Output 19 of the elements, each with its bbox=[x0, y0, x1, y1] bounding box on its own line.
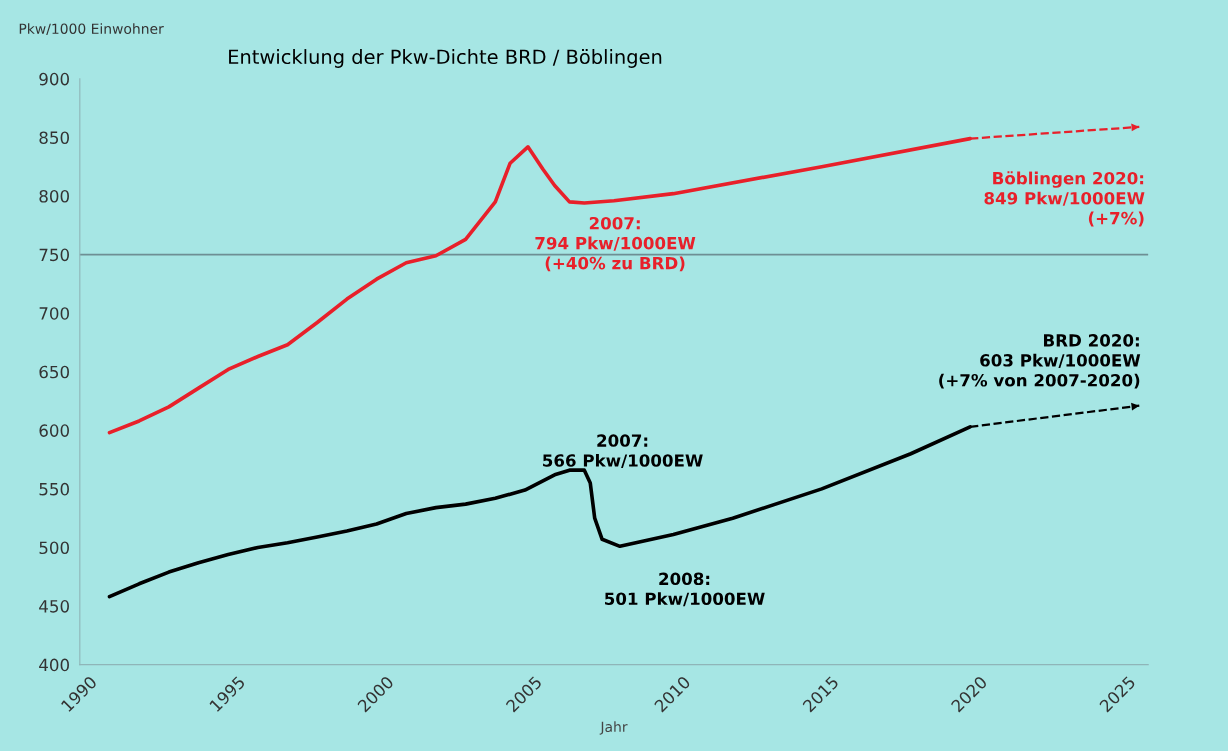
annotation: Böblingen 2020: 849 Pkw/1000EW (+7%) bbox=[984, 171, 1145, 227]
annotation: 2008: 501 Pkw/1000EW bbox=[605, 572, 765, 607]
y-tick-label: 700 bbox=[39, 307, 69, 320]
annotation: BRD 2020: 603 Pkw/1000EW (+7% von 2007-2020) bbox=[939, 334, 1141, 389]
x-axis-title: Jahr bbox=[599, 721, 628, 735]
y-tick-label: 450 bbox=[39, 600, 69, 613]
y-axis-title: Pkw/1000 Einwohner bbox=[19, 23, 164, 36]
y-tick-label: 850 bbox=[39, 131, 69, 144]
y-tick-label: 500 bbox=[39, 541, 69, 555]
y-tick-label: 800 bbox=[39, 189, 69, 203]
annotation: 2007: 794 Pkw/1000EW (+40% zu BRD) bbox=[535, 216, 696, 272]
y-tick-label: 900 bbox=[39, 72, 69, 86]
y-tick-label: 600 bbox=[39, 424, 69, 437]
y-tick-label: 650 bbox=[39, 365, 69, 379]
y-tick-label: 550 bbox=[39, 482, 69, 496]
y-tick-label: 750 bbox=[39, 248, 69, 262]
chart-title: Entwicklung der Pkw-Dichte BRD / Böblingen bbox=[229, 49, 662, 68]
annotation: 2007: 566 Pkw/1000EW bbox=[543, 434, 703, 469]
y-tick-label: 400 bbox=[39, 658, 69, 672]
